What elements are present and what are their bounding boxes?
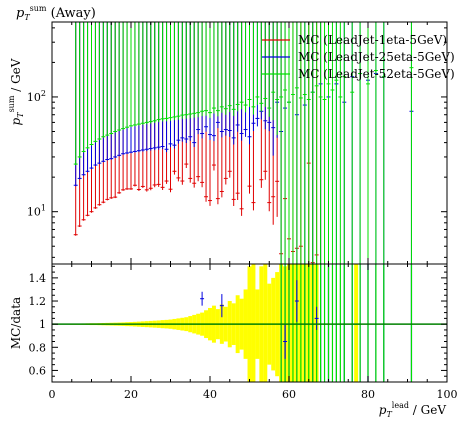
legend-label-1: MC (LeadJet-25eta-5GeV) [298, 50, 455, 64]
x-tick-label: 40 [203, 388, 217, 401]
y-tick-label: 102 [27, 89, 46, 104]
tick-labels: 0 20 40 60 80 100 101 102 0.6 0.8 1 1.2 1.4 [27, 89, 458, 401]
ratio-series [200, 264, 413, 382]
y-tick-label: 101 [27, 204, 46, 219]
x-tick-label: 60 [282, 388, 296, 401]
ratio-y-tick-label: 1 [39, 318, 46, 331]
series-2 [73, 22, 414, 264]
x-tick-label: 80 [361, 388, 375, 401]
legend-label-2: MC (LeadJet-52eta-5GeV) [298, 67, 455, 81]
chart-title: pTsum (Away) [16, 4, 96, 22]
band-bin-46 [251, 264, 256, 382]
x-tick-label: 20 [124, 388, 138, 401]
legend-label-0: MC (LeadJet-1eta-5GeV) [298, 33, 447, 47]
ratio-y-tick-label: 1.2 [29, 295, 47, 308]
axis-ticks [51, 22, 448, 383]
x-tick-label: 0 [49, 388, 56, 401]
x-axis-label: pTlead / GeV [379, 401, 447, 419]
ratio-y-axis-label: MC/data [9, 297, 23, 349]
x-tick-label: 100 [437, 388, 458, 401]
ratio-y-tick-label: 1.4 [29, 272, 47, 285]
ratio-y-tick-label: 0.6 [29, 364, 47, 377]
band-bin-63 [354, 264, 359, 382]
y-axis-label: pTsum / GeV [7, 58, 25, 125]
band-bin-49 [263, 264, 268, 382]
ratio-y-tick-label: 0.8 [29, 341, 47, 354]
main-series [73, 22, 414, 264]
legend: MC (LeadJet-1eta-5GeV) MC (LeadJet-25eta-… [262, 33, 455, 81]
